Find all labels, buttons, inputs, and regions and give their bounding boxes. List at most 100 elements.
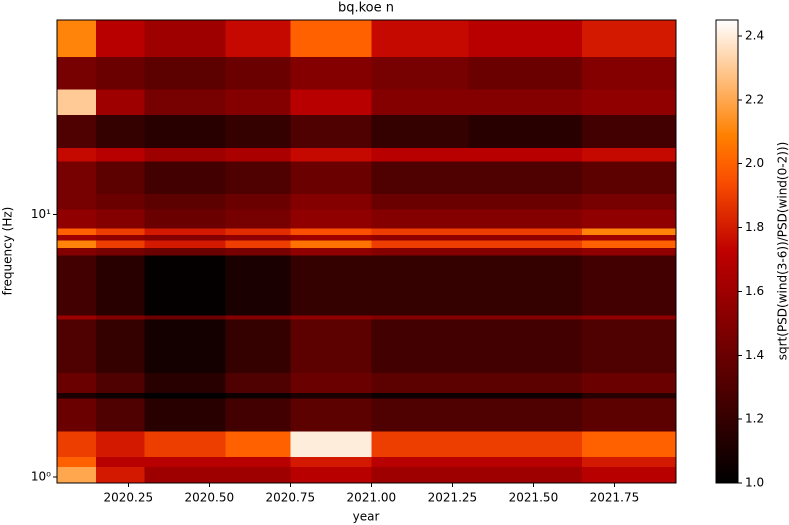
heatmap-cell — [290, 247, 372, 256]
heatmap-cell — [582, 208, 677, 229]
heatmap-cell — [95, 456, 146, 467]
heatmap-cell — [371, 208, 470, 229]
heatmap-cell — [468, 466, 583, 484]
x-tick-label: 2020.25 — [103, 491, 153, 505]
heatmap-cell — [582, 247, 677, 256]
heatmap-cell — [95, 430, 146, 457]
heatmap-cell — [225, 239, 291, 248]
heatmap-cell — [468, 56, 583, 90]
heatmap-cell — [144, 314, 227, 320]
heatmap-cell — [290, 160, 372, 195]
colorbar — [715, 19, 739, 484]
heatmap-cell — [371, 160, 470, 195]
heatmap-cell — [582, 430, 677, 457]
heatmap-cell — [371, 56, 470, 90]
heatmap-cell — [468, 234, 583, 241]
x-tick-label: 2021.00 — [347, 491, 397, 505]
colorbar-tick-label: 2.2 — [745, 92, 764, 106]
heatmap-cell — [582, 193, 677, 210]
heatmap-cell — [582, 147, 677, 162]
colorbar-label: sqrt(PSD(wind(3-6))/PSD(wind(0-2))) — [776, 142, 789, 361]
heatmap-cell — [225, 234, 291, 241]
heatmap-cell — [290, 193, 372, 210]
heatmap-cell — [95, 319, 146, 374]
heatmap-cell — [468, 430, 583, 457]
heatmap-cell — [95, 89, 146, 116]
heatmap-cell — [290, 89, 372, 116]
heatmap-cell — [290, 208, 372, 229]
heatmap-cell — [57, 20, 97, 57]
heatmap-cell — [144, 430, 227, 457]
heatmap-cell — [95, 56, 146, 90]
heatmap-cell — [582, 239, 677, 248]
heatmap-cell — [371, 255, 470, 316]
heatmap-cell — [95, 193, 146, 210]
heatmap-cell — [144, 372, 227, 394]
heatmap-cell — [582, 466, 677, 484]
heatmap-cell — [468, 398, 583, 432]
heatmap-cell — [57, 160, 97, 195]
heatmap-cell — [95, 247, 146, 256]
heatmap-cell — [57, 227, 97, 235]
heatmap-cell — [144, 239, 227, 248]
heatmap-cell — [57, 398, 97, 432]
heatmap-cell — [57, 234, 97, 241]
heatmap-cell — [57, 314, 97, 320]
heatmap-cell — [144, 56, 227, 90]
heatmap-cell — [144, 227, 227, 235]
heatmap-cell — [582, 227, 677, 235]
heatmap-cell — [290, 56, 372, 90]
heatmap-cell — [468, 319, 583, 374]
heatmap-cell — [371, 193, 470, 210]
heatmap-cell — [225, 319, 291, 374]
heatmap-cell — [95, 392, 146, 399]
heatmap-cell — [290, 147, 372, 162]
heatmap-cell — [290, 234, 372, 241]
heatmap-cell — [371, 89, 470, 116]
heatmap-cell — [144, 193, 227, 210]
heatmap-cell — [468, 456, 583, 467]
heatmap-cell — [225, 247, 291, 256]
heatmap-cell — [290, 456, 372, 467]
heatmap-cell — [371, 114, 470, 148]
heatmap-cell — [225, 314, 291, 320]
heatmap-cell — [290, 466, 372, 484]
heatmap-cell — [371, 456, 470, 467]
x-tick-label: 2020.50 — [185, 491, 235, 505]
heatmap-cell — [95, 314, 146, 320]
heatmap-cell — [290, 227, 372, 235]
heatmap-cell — [290, 319, 372, 374]
y-tick-label: 10¹ — [31, 207, 51, 221]
heatmap-cell — [225, 255, 291, 316]
heatmap-cell — [57, 239, 97, 248]
heatmap-cell — [468, 89, 583, 116]
x-tick-label: 2021.50 — [509, 491, 559, 505]
heatmap-cell — [57, 255, 97, 316]
heatmap-cell — [468, 372, 583, 394]
heatmap-cell — [582, 456, 677, 467]
heatmap-cell — [144, 114, 227, 148]
heatmap-cell — [144, 398, 227, 432]
heatmap-cell — [582, 160, 677, 195]
heatmap-cell — [95, 208, 146, 229]
heatmap-cell — [57, 247, 97, 256]
heatmap-cell — [225, 114, 291, 148]
heatmap-cell — [57, 466, 97, 484]
heatmap-cell — [95, 398, 146, 432]
heatmap-cell — [468, 160, 583, 195]
heatmap-cell — [57, 147, 97, 162]
heatmap-cell — [468, 208, 583, 229]
heatmap-cell — [582, 20, 677, 57]
colorbar-tick-label: 2.4 — [745, 28, 764, 42]
heatmap-cell — [57, 56, 97, 90]
heatmap-cell — [95, 160, 146, 195]
heatmap-cell — [57, 193, 97, 210]
colorbar-tick-label: 1.2 — [745, 412, 764, 426]
heatmap-cell — [95, 234, 146, 241]
heatmap-cell — [582, 234, 677, 241]
heatmap-cell — [468, 247, 583, 256]
heatmap-cell — [468, 255, 583, 316]
heatmap-cell — [290, 239, 372, 248]
x-axis-label: year — [353, 510, 380, 524]
heatmap-cell — [95, 20, 146, 57]
